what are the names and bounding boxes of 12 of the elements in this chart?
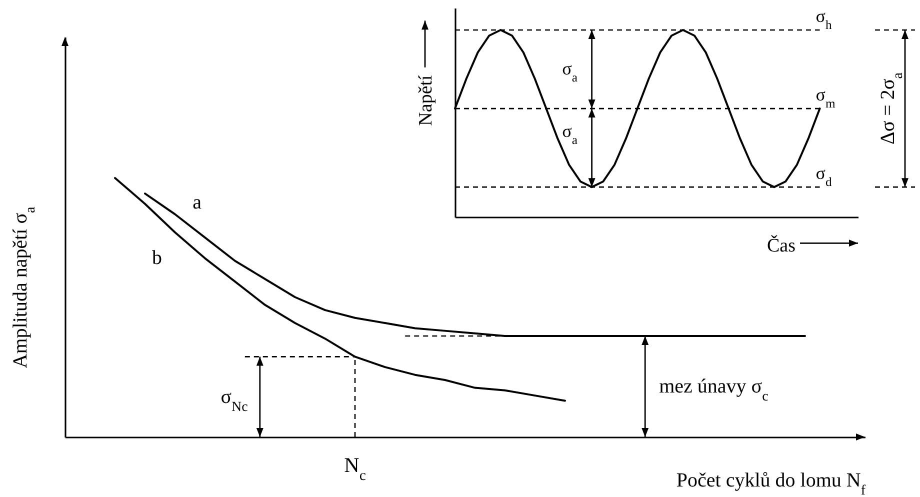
ref-line-label: σ$_{h}$ xyxy=(816,6,833,32)
x-axis-title: Čas xyxy=(767,234,796,256)
series-label: a xyxy=(192,192,202,214)
x-axis-title: Počet cyklů do lomu N$_{f}$ xyxy=(676,470,866,497)
ref-line-label: mez únavy σ$_{c}$ xyxy=(659,375,768,404)
y-axis-title: Napětí xyxy=(416,74,436,126)
annotation: σ$_{a}$ xyxy=(562,58,578,84)
text: N$_{c}$ xyxy=(344,453,366,484)
ref-line-label: σ$_{m}$ xyxy=(816,84,836,111)
ref-line-label: σ$_{d}$ xyxy=(816,163,833,190)
annotation: σ$_{a}$ xyxy=(562,121,578,148)
series-label: b xyxy=(152,247,162,269)
